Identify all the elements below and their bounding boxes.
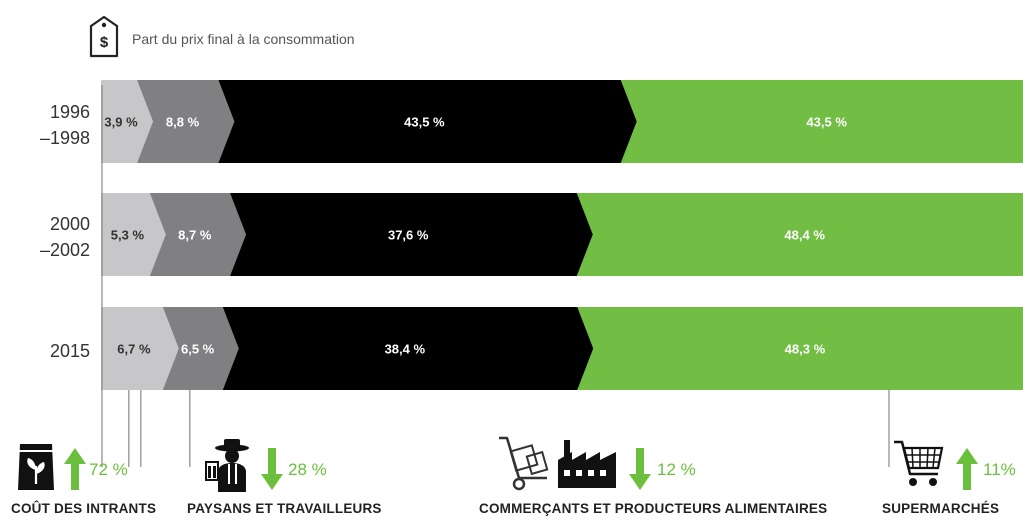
bar-intrants-row-0: [101, 80, 154, 163]
bar-label-paysans-row-2: 6,5 %: [181, 342, 215, 357]
bar-label-intrants-row-2: 6,7 %: [117, 342, 151, 357]
bar-label-supermarches-row-0: 43,5 %: [806, 115, 847, 130]
change-paysans: 28 %: [288, 460, 327, 479]
bar-paysans-row-2: [162, 307, 239, 390]
bar-label-commercants-row-2: 38,4 %: [385, 342, 426, 357]
year-label-line: –1998: [39, 128, 90, 148]
bar-supermarches-row-0: [620, 80, 1023, 163]
bar-paysans-row-1: [149, 193, 247, 276]
price-tag-dollar-icon: $: [89, 15, 119, 58]
category-name-paysans: PAYSANS ET TRAVAILLEURS: [187, 501, 382, 516]
year-label-2000-2002: 2000 –2002: [10, 211, 90, 263]
category-commercants: 12 % COMMERÇANTS ET PRODUCTEURS ALIMENTA…: [475, 420, 845, 521]
category-intrants: 72 % COÛT DES INTRANTS: [0, 420, 170, 521]
category-name-commercants: COMMERÇANTS ET PRODUCTEURS ALIMENTAIRES: [479, 501, 828, 516]
arrow-down-icon: [261, 448, 283, 490]
category-name-supermarches: SUPERMARCHÉS: [882, 501, 1000, 516]
bar-paysans-row-0: [137, 80, 235, 163]
year-label-line: 1996: [49, 102, 90, 122]
shopping-cart-icon: [894, 440, 944, 486]
change-intrants: 72 %: [89, 460, 128, 479]
bar-commercants-row-2: [222, 307, 594, 390]
bar-label-intrants-row-1: 5,3 %: [111, 228, 145, 243]
bar-label-commercants-row-0: 43,5 %: [404, 115, 445, 130]
year-label-2015: 2015: [10, 338, 90, 364]
category-paysans: 28 % PAYSANS ET TRAVAILLEURS: [180, 420, 400, 521]
year-label-line: –2002: [39, 240, 90, 260]
bar-label-supermarches-row-2: 48,3 %: [785, 342, 826, 357]
bar-supermarches-row-1: [576, 193, 1023, 276]
bar-label-commercants-row-1: 37,6 %: [388, 228, 429, 243]
legend-label: Part du prix final à la consommation: [132, 31, 355, 47]
change-commercants: 12 %: [657, 460, 696, 479]
year-label-1996-1998: 1996 –1998: [10, 99, 90, 151]
category-name-intrants: COÛT DES INTRANTS: [11, 501, 157, 516]
bar-intrants-row-1: [101, 193, 166, 276]
arrow-down-icon: [629, 448, 651, 490]
bar-commercants-row-0: [218, 80, 637, 163]
seed-bag-icon: [18, 444, 54, 490]
bar-commercants-row-1: [230, 193, 593, 276]
farmer-icon: [205, 439, 249, 492]
bar-intrants-row-2: [101, 307, 179, 390]
year-label-line: 2015: [49, 341, 90, 361]
arrow-up-icon: [956, 448, 978, 490]
factory-icon: [558, 440, 616, 488]
svg-text:$: $: [100, 34, 109, 51]
year-label-line: 2000: [49, 214, 90, 234]
bar-supermarches-row-2: [577, 307, 1023, 390]
bar-label-supermarches-row-1: 48,4 %: [784, 228, 825, 243]
bar-label-paysans-row-0: 8,8 %: [166, 115, 200, 130]
bar-label-intrants-row-0: 3,9 %: [104, 115, 138, 130]
category-supermarches: 11% SUPERMARCHÉS: [870, 420, 1023, 521]
hand-truck-icon: [499, 436, 549, 491]
arrow-up-icon: [64, 448, 86, 490]
bar-label-paysans-row-1: 8,7 %: [178, 228, 212, 243]
change-supermarches: 11%: [983, 460, 1016, 479]
